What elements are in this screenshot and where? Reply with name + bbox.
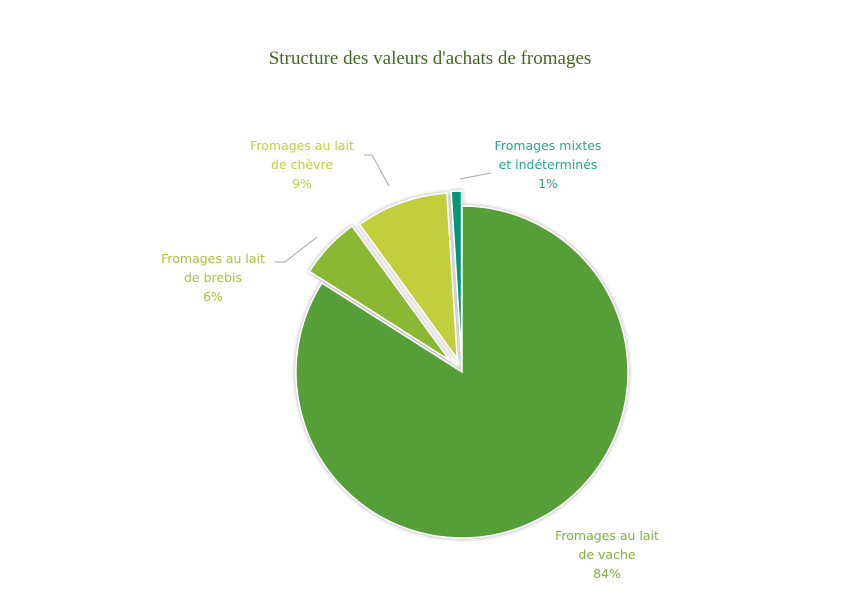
chart-title: Structure des valeurs d'achats de fromag… xyxy=(268,48,592,69)
label-mixtes: Fromages mixtes et indéterminés 1% xyxy=(478,136,618,193)
slice-chevre xyxy=(358,192,459,362)
slice-vache xyxy=(295,205,629,539)
label-brebis-line2: de brebis xyxy=(183,270,242,285)
label-brebis: Fromages au lait de brebis 6% xyxy=(143,249,283,306)
label-vache: Fromages au lait de vache 84% xyxy=(537,526,677,583)
label-vache-line2: de vache xyxy=(578,547,636,562)
label-vache-pct: 84% xyxy=(593,566,621,581)
label-chevre-line1: Fromages au lait xyxy=(250,138,354,153)
label-vache-line1: Fromages au lait xyxy=(555,528,659,543)
leader-line-chevre xyxy=(364,154,390,187)
leader-line-brebis xyxy=(275,236,318,263)
slice-brebis xyxy=(308,225,451,361)
label-mixtes-pct: 1% xyxy=(538,176,558,191)
label-mixtes-line1: Fromages mixtes xyxy=(494,138,602,153)
label-chevre-line2: de chèvre xyxy=(270,157,334,172)
label-mixtes-line2: et indéterminés xyxy=(498,157,598,172)
leader-line-mixtes xyxy=(459,172,492,180)
label-brebis-line1: Fromages au lait xyxy=(161,251,265,266)
label-brebis-pct: 6% xyxy=(203,289,223,304)
slice-mixtes xyxy=(450,190,463,358)
label-chevre-pct: 9% xyxy=(292,176,312,191)
label-chevre: Fromages au lait de chèvre 9% xyxy=(232,136,372,193)
